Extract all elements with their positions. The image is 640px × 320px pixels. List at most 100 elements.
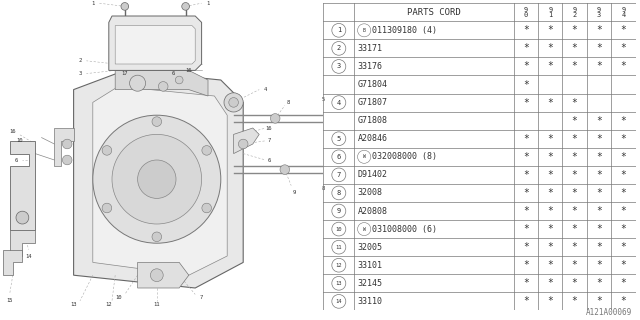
- Circle shape: [138, 160, 176, 198]
- Text: 33171: 33171: [358, 44, 383, 53]
- Text: *: *: [523, 170, 529, 180]
- Text: *: *: [620, 242, 627, 252]
- Text: A20846: A20846: [358, 134, 388, 143]
- Text: 10: 10: [115, 295, 122, 300]
- Text: 14: 14: [335, 299, 342, 304]
- Text: 9: 9: [292, 189, 296, 195]
- Text: B: B: [363, 28, 365, 33]
- Text: *: *: [620, 152, 627, 162]
- Text: 6: 6: [171, 71, 175, 76]
- Text: 011309180 (4): 011309180 (4): [372, 26, 437, 35]
- Text: W: W: [363, 227, 365, 232]
- Circle shape: [224, 93, 243, 112]
- Text: A121A00069: A121A00069: [586, 308, 632, 317]
- Text: *: *: [523, 61, 529, 71]
- Circle shape: [229, 98, 239, 107]
- Circle shape: [102, 146, 112, 155]
- Text: 9: 9: [573, 6, 577, 12]
- Text: G71808: G71808: [358, 116, 388, 125]
- Text: 031008000 (6): 031008000 (6): [372, 225, 437, 234]
- Circle shape: [63, 155, 72, 165]
- Text: *: *: [620, 170, 627, 180]
- Text: *: *: [547, 134, 553, 144]
- Text: *: *: [572, 98, 577, 108]
- Circle shape: [16, 211, 29, 224]
- Text: 9: 9: [524, 6, 528, 12]
- Text: *: *: [523, 188, 529, 198]
- Text: 7: 7: [200, 295, 204, 300]
- Text: *: *: [572, 116, 577, 126]
- Text: 1: 1: [91, 1, 95, 6]
- Text: 32005: 32005: [358, 243, 383, 252]
- Circle shape: [158, 82, 168, 91]
- Text: 8: 8: [337, 190, 341, 196]
- Text: 7: 7: [267, 138, 271, 143]
- Text: 6: 6: [337, 154, 341, 160]
- Text: 11: 11: [154, 301, 160, 307]
- Polygon shape: [10, 141, 35, 230]
- Text: 5: 5: [321, 97, 325, 102]
- Text: *: *: [523, 296, 529, 306]
- Text: 8: 8: [321, 186, 325, 191]
- Polygon shape: [10, 230, 35, 256]
- Text: *: *: [596, 188, 602, 198]
- Text: *: *: [523, 134, 529, 144]
- Text: *: *: [523, 98, 529, 108]
- Text: 10: 10: [16, 138, 22, 143]
- Polygon shape: [54, 128, 74, 166]
- Text: *: *: [523, 260, 529, 270]
- Text: 16: 16: [186, 68, 192, 73]
- Text: 5: 5: [337, 136, 341, 142]
- Circle shape: [280, 165, 290, 174]
- Text: PARTS CORD: PARTS CORD: [407, 8, 461, 17]
- Text: W: W: [363, 154, 365, 159]
- Text: *: *: [620, 296, 627, 306]
- Text: *: *: [596, 25, 602, 35]
- Text: 32145: 32145: [358, 279, 383, 288]
- Text: 15: 15: [6, 298, 13, 303]
- Text: *: *: [547, 25, 553, 35]
- Text: *: *: [572, 170, 577, 180]
- Text: *: *: [596, 134, 602, 144]
- Text: 8: 8: [286, 100, 290, 105]
- Circle shape: [152, 117, 162, 126]
- Polygon shape: [115, 70, 208, 96]
- Text: *: *: [523, 278, 529, 288]
- Text: *: *: [596, 206, 602, 216]
- Text: 6: 6: [267, 157, 271, 163]
- Text: *: *: [620, 260, 627, 270]
- Text: D91402: D91402: [358, 170, 388, 180]
- Text: *: *: [572, 242, 577, 252]
- Text: *: *: [620, 278, 627, 288]
- Text: *: *: [572, 61, 577, 71]
- Polygon shape: [3, 250, 22, 275]
- Text: 13: 13: [335, 281, 342, 286]
- Text: 9: 9: [597, 6, 601, 12]
- Text: *: *: [596, 242, 602, 252]
- Circle shape: [175, 76, 183, 84]
- Text: 032008000 (8): 032008000 (8): [372, 152, 437, 161]
- Text: 3: 3: [78, 71, 82, 76]
- Polygon shape: [234, 128, 259, 154]
- Text: 3: 3: [597, 12, 601, 18]
- Circle shape: [238, 139, 248, 149]
- Text: *: *: [547, 242, 553, 252]
- Text: 16: 16: [266, 125, 272, 131]
- Text: 3: 3: [337, 63, 341, 69]
- Text: *: *: [620, 206, 627, 216]
- Text: 0: 0: [524, 12, 528, 18]
- Text: 1: 1: [337, 27, 341, 33]
- Text: *: *: [596, 152, 602, 162]
- Polygon shape: [74, 70, 243, 288]
- Text: 16: 16: [10, 129, 16, 134]
- Text: *: *: [547, 296, 553, 306]
- Text: *: *: [547, 206, 553, 216]
- Text: 11: 11: [335, 245, 342, 250]
- Text: *: *: [572, 152, 577, 162]
- Polygon shape: [138, 262, 189, 288]
- Polygon shape: [115, 26, 195, 64]
- Text: 9: 9: [548, 6, 552, 12]
- Text: *: *: [620, 61, 627, 71]
- Text: 14: 14: [26, 253, 32, 259]
- Text: *: *: [620, 188, 627, 198]
